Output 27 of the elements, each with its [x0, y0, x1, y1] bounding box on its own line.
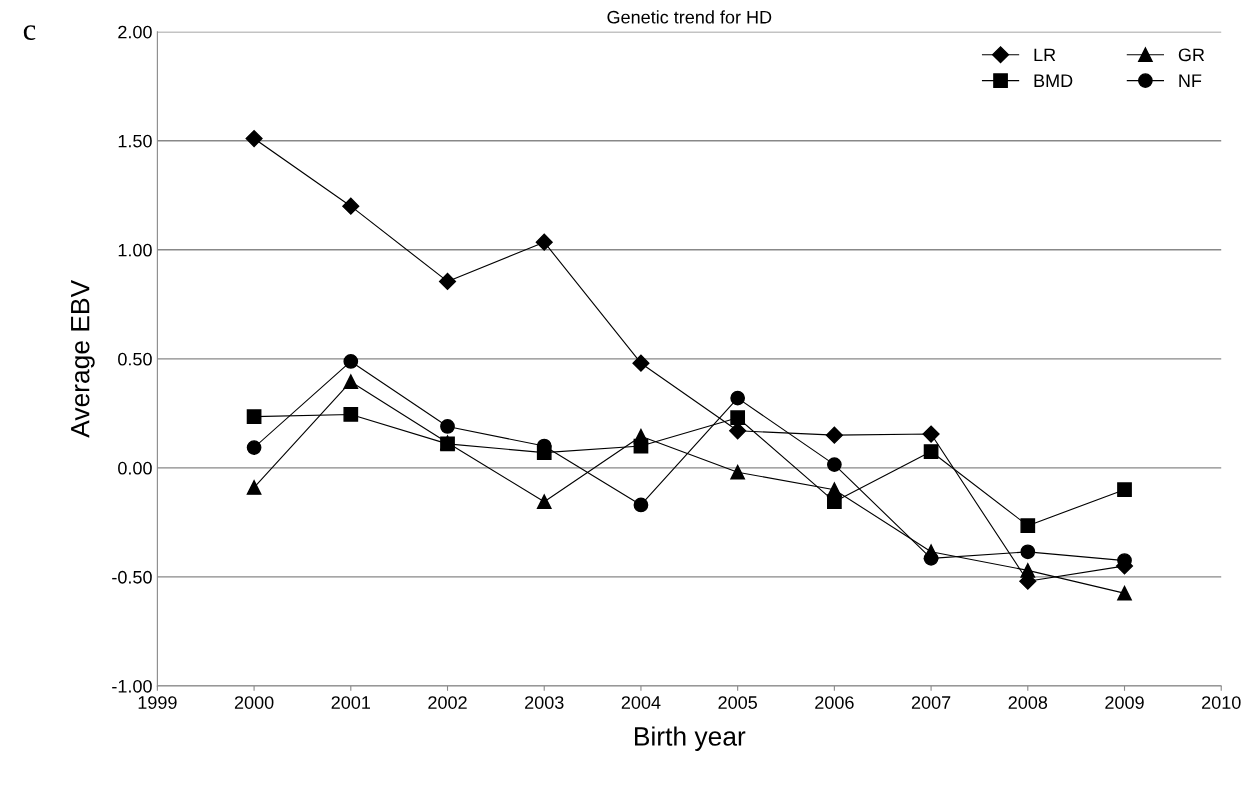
y-tick-label: -0.50 [112, 570, 152, 584]
legend-label: GR [1178, 48, 1205, 62]
x-tick-label: 2001 [331, 696, 371, 709]
x-tick-label: 1999 [138, 696, 177, 709]
x-tick-label: 2000 [234, 696, 274, 709]
x-tick-label: 2003 [525, 696, 564, 709]
chart-title: Genetic trend for HD [607, 10, 772, 24]
x-tick-label: 2005 [718, 696, 757, 709]
x-tick-label: 2006 [815, 696, 854, 709]
y-tick-label: 0.50 [118, 352, 152, 366]
x-tick-label: 2008 [1008, 696, 1048, 709]
x-tick-label: 2007 [911, 696, 951, 709]
y-tick-label: -1.00 [112, 679, 152, 693]
y-tick-label: 1.50 [118, 134, 152, 148]
y-tick-label: 2.00 [118, 25, 152, 39]
text: c [23, 25, 36, 40]
legend-label: BMD [1034, 74, 1073, 87]
y-tick-label: 1.00 [118, 243, 152, 257]
x-tick-label: 2009 [1105, 696, 1144, 709]
x-tick-label: 2010 [1202, 696, 1241, 709]
x-tick-label: 2004 [621, 696, 661, 709]
legend-label: LR [1034, 48, 1056, 62]
y-tick-label: 0.00 [118, 461, 152, 475]
x-tick-label: 2002 [428, 696, 467, 709]
y-axis-title: Average EBV [71, 279, 95, 438]
x-axis-title: Birth year [635, 726, 746, 751]
legend-label: NF [1179, 74, 1202, 87]
